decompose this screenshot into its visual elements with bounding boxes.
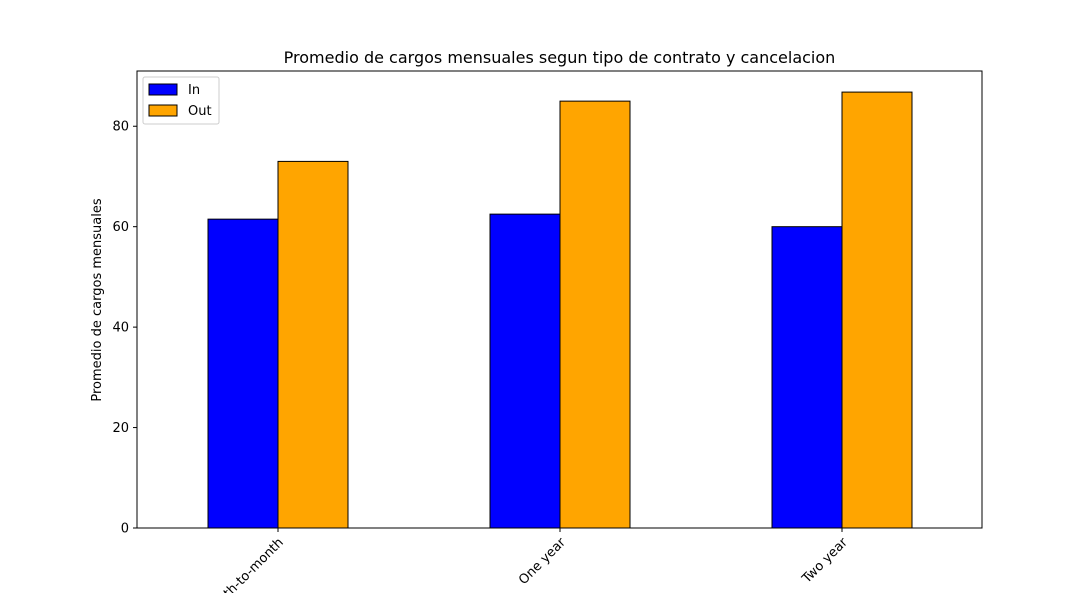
legend: In Out (142, 76, 220, 125)
bar-out-1 (559, 100, 631, 529)
y-axis-ticks: 0 20 40 60 80 (112, 120, 137, 537)
y-tick-label: 80 (112, 120, 129, 135)
bar-in-0 (207, 218, 279, 529)
x-tick-label: One year (516, 535, 569, 588)
bar-in-1 (489, 213, 561, 529)
y-axis-label: Promedio de cargos mensuales (90, 198, 105, 401)
plot-frame (136, 70, 983, 529)
y-tick-label: 20 (112, 421, 129, 436)
y-tick-label: 60 (112, 220, 129, 235)
legend-label-out: Out (188, 104, 212, 119)
legend-swatch-out (148, 104, 178, 117)
x-axis-ticks: Month-to-month One year Two year (202, 528, 851, 593)
chart-title: Promedio de cargos mensuales segun tipo … (284, 48, 836, 67)
bars-group (207, 91, 913, 529)
x-tick-label: Month-to-month (202, 535, 287, 593)
bar-in-2 (771, 226, 843, 529)
bar-out-0 (277, 160, 349, 529)
bar-out-2 (841, 91, 913, 529)
x-tick-label: Two year (799, 535, 851, 587)
legend-label-in: In (188, 83, 200, 98)
y-tick-label: 0 (121, 522, 129, 537)
legend-swatch-in (148, 83, 178, 96)
y-tick-label: 40 (112, 321, 129, 336)
